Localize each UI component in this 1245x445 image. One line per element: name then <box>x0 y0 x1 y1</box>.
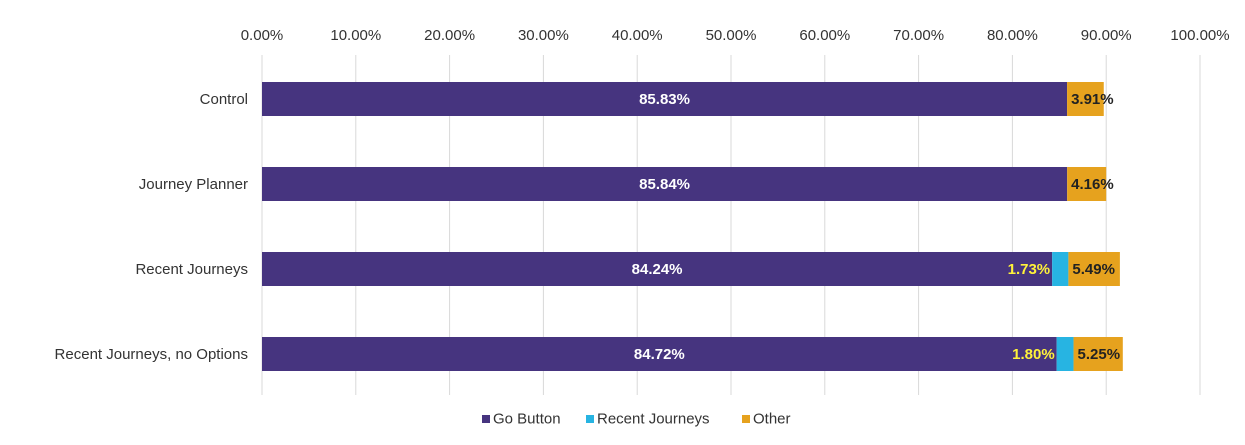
category-label: Control <box>200 91 248 108</box>
legend-swatch <box>742 415 750 423</box>
legend-swatch <box>482 415 490 423</box>
x-tick-label: 20.00% <box>424 27 475 44</box>
bar-segment <box>1056 337 1074 371</box>
bar-segment <box>262 252 1053 286</box>
category-label: Recent Journeys, no Options <box>55 346 248 363</box>
data-label: 5.25% <box>1078 346 1121 363</box>
legend-label: Recent Journeys <box>597 411 710 428</box>
data-label: 5.49% <box>1072 261 1115 278</box>
bars <box>262 82 1123 371</box>
x-tick-label: 80.00% <box>987 27 1038 44</box>
legend-swatch <box>586 415 594 423</box>
data-label: 84.72% <box>634 346 685 363</box>
data-label: 1.80% <box>1012 346 1055 363</box>
data-label: 85.84% <box>639 176 690 193</box>
bar-segment <box>1068 252 1120 286</box>
bar-segment <box>1067 82 1104 116</box>
x-tick-label: 30.00% <box>518 27 569 44</box>
bar-segment <box>1067 167 1107 201</box>
x-tick-label: 0.00% <box>241 27 284 44</box>
legend: Go Button Recent Journeys Other <box>482 411 791 428</box>
x-tick-label: 100.00% <box>1170 27 1229 44</box>
category-label: Journey Planner <box>139 176 248 193</box>
data-label: 85.83% <box>639 91 690 108</box>
data-label: 84.24% <box>632 261 683 278</box>
data-label: 1.73% <box>1008 261 1051 278</box>
x-tick-label: 70.00% <box>893 27 944 44</box>
x-tick-label: 60.00% <box>799 27 850 44</box>
category-label: Recent Journeys <box>135 261 248 278</box>
x-axis-ticks: 0.00% 10.00% 20.00% 30.00% 40.00% 50.00% 60.00… <box>241 27 1230 44</box>
x-tick-label: 10.00% <box>330 27 381 44</box>
x-tick-label: 90.00% <box>1081 27 1132 44</box>
bar-segment <box>262 167 1068 201</box>
x-tick-label: 40.00% <box>612 27 663 44</box>
data-label: 3.91% <box>1071 91 1114 108</box>
bar-segment <box>262 82 1068 116</box>
bar-segment <box>1073 337 1123 371</box>
data-labels: 85.83% 3.91% 85.84% 4.16% 84.24% 1.73% 5.49% 84… <box>632 91 1120 363</box>
bar-segment <box>1052 252 1069 286</box>
category-labels: Control Journey Planner Recent Journeys Rec… <box>55 91 248 363</box>
legend-label: Other <box>753 411 791 428</box>
bar-segment <box>262 337 1057 371</box>
x-tick-label: 50.00% <box>706 27 757 44</box>
data-label: 4.16% <box>1071 176 1114 193</box>
legend-label: Go Button <box>493 411 561 428</box>
